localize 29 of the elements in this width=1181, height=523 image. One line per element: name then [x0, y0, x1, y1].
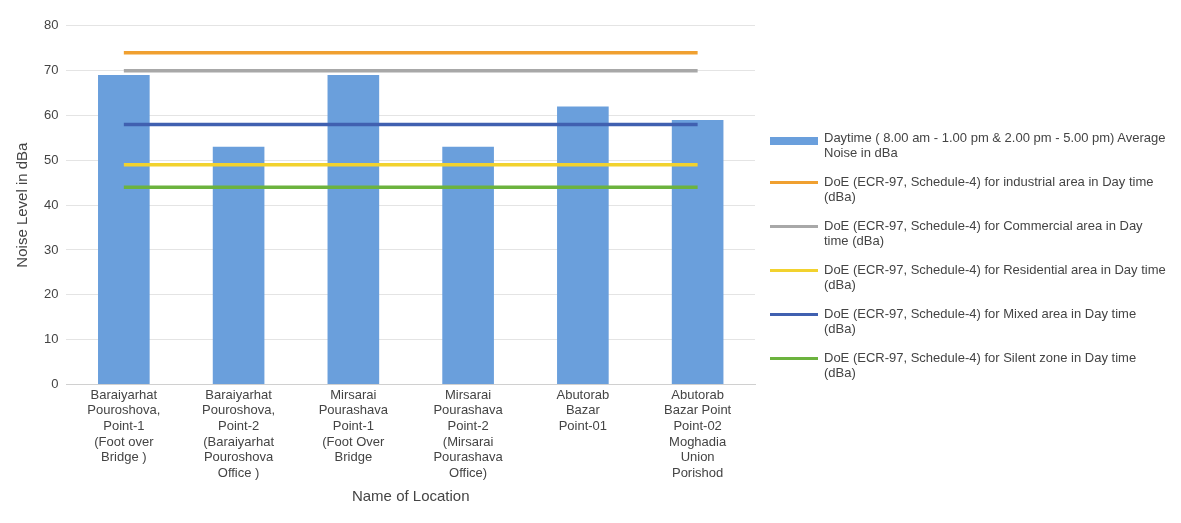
y-tick-label: 20 [43, 286, 59, 302]
x-tick-label: Baraiyarhat Pouroshova, Point-1 (Foot over Bridge ) [87, 386, 161, 465]
y-tick-label: 60 [43, 107, 59, 123]
bar [98, 75, 150, 384]
legend-label: DoE (ECR-97, Schedule-4) for Silent zone in Day time (dBa) [824, 350, 1138, 380]
y-tick-label: 80 [43, 17, 59, 33]
legend-label: DoE (ECR-97, Schedule-4) for Commercial area in Day time (dBa) [824, 218, 1144, 248]
y-axis-title: Noise Level in dBa [13, 141, 31, 268]
legend-label: Daytime ( 8.00 am - 1.00 pm & 2.00 pm - 5.00 pm) Average Noise in dBa [824, 130, 1167, 160]
y-tick-label: 40 [43, 196, 59, 212]
legend-label: DoE (ECR-97, Schedule-4) for industrial area in Day time (dBa) [824, 174, 1155, 204]
bar [327, 75, 380, 384]
bar [557, 106, 609, 384]
x-tick-label: Abutorab Bazar Point-01 [556, 386, 610, 433]
y-tick-label: 30 [43, 241, 59, 257]
y-tick-label: 0 [51, 375, 59, 391]
bar [212, 146, 265, 384]
x-tick-label: Mirsarai Pourashava Point-2 (Mirsarai Pourashava Office) [433, 386, 504, 480]
x-tick-label: Baraiyarhat Pouroshova, Point-2 (Baraiyarhat Pouroshova Office ) [202, 386, 276, 480]
bar [442, 146, 494, 384]
legend-label: DoE (ECR-97, Schedule-4) for Mixed area in Day time (dBa) [824, 306, 1138, 336]
x-axis-title: Name of Location [351, 487, 470, 505]
y-tick-label: 10 [43, 331, 59, 347]
legend-label: DoE (ECR-97, Schedule-4) for Residential area in Day time (dBa) [824, 262, 1167, 292]
y-tick-label: 70 [43, 62, 59, 78]
x-tick-label: Abutorab Bazar Point Point-02 Moghadia Union Porishod [664, 386, 732, 480]
x-tick-label: Mirsarai Pourashava Point-1 (Foot Over Bridge [318, 386, 389, 465]
bar [671, 119, 724, 384]
y-tick-label: 50 [43, 151, 59, 167]
